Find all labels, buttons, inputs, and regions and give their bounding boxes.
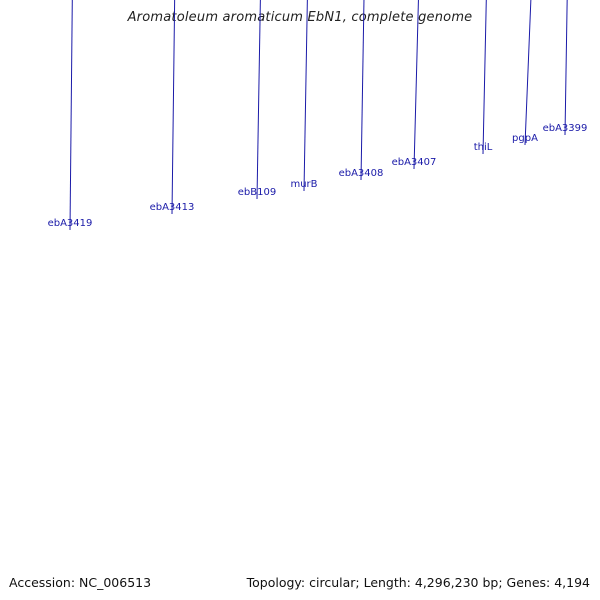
gene-label: ebA3399 bbox=[543, 123, 588, 134]
gene-leader-line bbox=[171, 0, 176, 215]
gene-label: thiL bbox=[474, 142, 493, 153]
gene-labels: ebA3419 ebA3413 ebB109 murB ebA3408 ebA3407 th… bbox=[48, 123, 588, 229]
gene-leader-line bbox=[482, 0, 487, 155]
gene-leader-line bbox=[256, 0, 261, 200]
topology-summary-text: Topology: circular; Length: 4,296,230 bp… bbox=[246, 575, 590, 590]
gene-leader-line bbox=[524, 0, 532, 146]
accession-text: Accession: NC_006513 bbox=[9, 575, 152, 590]
gene-leader-line bbox=[69, 0, 73, 231]
map-title: Aromatoleum aromaticum EbN1, complete ge… bbox=[127, 10, 473, 25]
gene-leader-line bbox=[303, 0, 308, 192]
gene-label: ebA3413 bbox=[150, 202, 195, 213]
gene-label: ebA3419 bbox=[48, 218, 93, 229]
gene-leader-line bbox=[360, 0, 365, 181]
gene-label: ebB109 bbox=[238, 187, 276, 198]
gene-label: pgpA bbox=[512, 133, 538, 144]
gene-leader-line bbox=[564, 0, 568, 136]
gene-label: ebA3407 bbox=[392, 157, 437, 168]
gene-leader-line bbox=[413, 0, 419, 170]
gene-label-leaders bbox=[69, 0, 568, 231]
gene-label: murB bbox=[290, 179, 317, 190]
gene-label: ebA3408 bbox=[339, 168, 384, 179]
